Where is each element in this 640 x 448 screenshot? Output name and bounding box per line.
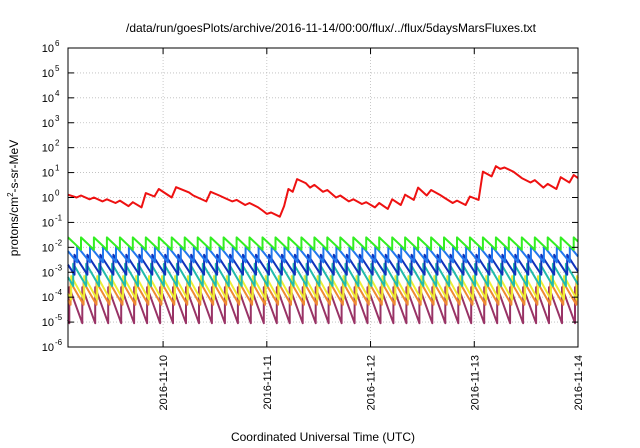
y-tick-exponent: -3 [55,263,63,272]
y-tick-label: 10 [42,317,54,329]
y-tick-exponent: 6 [55,39,60,48]
y-tick-label: 10 [42,143,54,155]
y-tick-exponent: 5 [55,64,60,73]
y-tick-label: 10 [42,342,54,354]
series-line-2 [67,245,579,264]
y-axis-label: protons/cm2-s-sr-MeV [6,140,21,256]
x-tick-label: 2016-11-14 [573,355,585,410]
y-tick-label: 10 [42,43,54,55]
x-tick-label: 2016-11-12 [366,355,378,410]
y-tick-exponent: 2 [55,139,60,148]
x-tick-label: 2016-11-11 [262,355,274,410]
y-tick-exponent: -4 [55,288,63,297]
x-axis-label: Coordinated Universal Time (UTC) [231,430,415,444]
series-line-0 [67,165,579,218]
x-tick-label: 2016-11-10 [158,355,170,410]
y-tick-exponent: 1 [55,164,60,173]
y-tick-exponent: 3 [55,114,60,123]
y-tick-exponent: -2 [55,238,63,247]
y-tick-label: 10 [42,217,54,229]
y-tick-exponent: 0 [55,189,60,198]
x-axis-ticks: 2016-11-10 2016-11-11 2016-11-12 2016-11-13… [158,48,585,410]
y-tick-label: 10 [42,118,54,130]
y-tick-exponent: -1 [55,213,63,222]
y-tick-label: 10 [42,68,54,80]
y-axis-ticks: 10 -610 -510 -410 -310 -210 -110 010 110 210 310 41… [42,39,578,354]
series-line-4 [67,262,579,287]
series-line-7 [67,286,579,325]
y-tick-label: 10 [42,292,54,304]
series-line-5 [67,275,579,301]
y-tick-exponent: -5 [55,313,63,322]
y-tick-label: 10 [42,168,54,180]
series-line-1 [67,236,579,251]
y-tick-label: 10 [42,93,54,105]
series-layer [67,165,579,325]
x-tick-label: 2016-11-13 [469,355,481,410]
y-tick-label: 10 [42,193,54,205]
y-tick-label: 10 [42,242,54,254]
y-tick-label: 10 [42,267,54,279]
y-tick-exponent: -6 [55,338,63,347]
y-tick-exponent: 4 [55,89,60,98]
chart-title: /data/run/goesPlots/archive/2016-11-14/0… [126,21,537,35]
